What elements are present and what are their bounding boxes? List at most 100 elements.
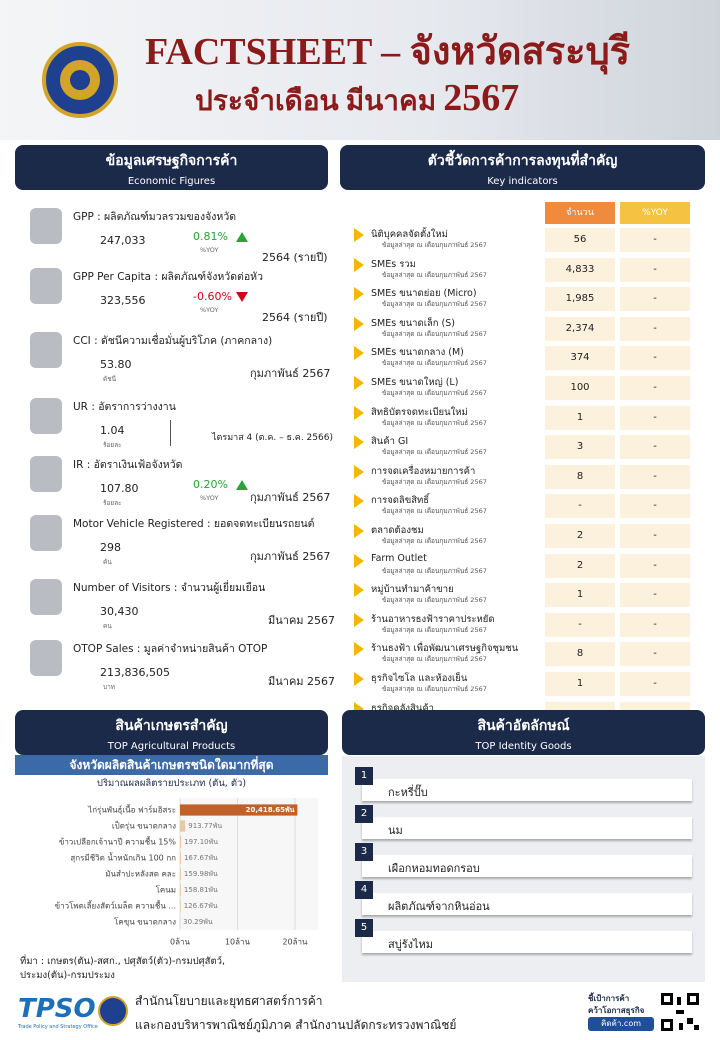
econ-period: มีนาคม 2567 bbox=[268, 614, 336, 627]
x-tick-label: 0ล้าน bbox=[170, 938, 190, 947]
row-marker bbox=[354, 228, 364, 242]
identity-name: เผือกหอมทอดกรอบ bbox=[388, 862, 480, 875]
indicator-value: - bbox=[545, 612, 615, 637]
badge-text: ชี้เป้าการค้า bbox=[588, 994, 630, 1003]
row-marker bbox=[354, 376, 364, 390]
value-label: 167.67พัน bbox=[184, 854, 218, 862]
qr-code bbox=[660, 992, 700, 1032]
indicator-yoy: - bbox=[620, 672, 690, 696]
indicators-subtitle: Key indicators bbox=[487, 176, 558, 187]
indicator-value: 2 bbox=[545, 524, 615, 548]
row-marker bbox=[354, 346, 364, 361]
econ-icon bbox=[30, 456, 62, 492]
y-tick-label: มันสำปะหลังสด คละ bbox=[105, 870, 176, 879]
indicator-note: ข้อมูลล่าสุด ณ เดือนกุมภาพันธ์ 2567 bbox=[382, 625, 487, 634]
value-label: 913.77พัน bbox=[188, 822, 222, 830]
identity-number: 2 bbox=[355, 805, 373, 823]
indicator-yoy: - bbox=[620, 583, 690, 608]
value-label: 159.98พัน bbox=[184, 870, 218, 878]
econ-icon bbox=[30, 332, 62, 368]
value-label: 20,418.65พัน bbox=[246, 806, 295, 814]
indicator-value: 2 bbox=[545, 553, 615, 578]
row-marker bbox=[354, 405, 364, 420]
agri-subtitle: TOP Agricultural Products bbox=[107, 741, 236, 752]
econ-value: 1.04 bbox=[100, 424, 125, 437]
indicator-name: ธุรกิจไซโล และห้องเย็น bbox=[371, 673, 468, 684]
indicator-note: ข้อมูลล่าสุด ณ เดือนกุมภาพันธ์ 2567 bbox=[382, 655, 487, 664]
y-tick-label: โคขุน ขนาดกลาง bbox=[114, 917, 176, 927]
row-marker bbox=[354, 612, 364, 627]
econ-change-label: %YOY bbox=[200, 306, 219, 314]
econ-unit: คน bbox=[103, 622, 112, 630]
econ-change-label: %YOY bbox=[200, 494, 219, 502]
agri-header: สินค้าเกษตรสำคัญ TOP Agricultural Product… bbox=[15, 710, 328, 755]
econ-unit: บาท bbox=[103, 683, 116, 691]
indicator-name: SMEs รวม bbox=[371, 258, 416, 270]
header-band bbox=[0, 0, 720, 140]
econ-value: 323,556 bbox=[100, 294, 146, 307]
row-marker bbox=[354, 287, 364, 302]
econ-unit: คัน bbox=[103, 558, 112, 566]
econ-label: GPP : ผลิตภัณฑ์มวลรวมของจังหวัด bbox=[73, 211, 237, 223]
plot-area bbox=[180, 798, 318, 930]
identity-bar bbox=[362, 855, 692, 877]
identity-name: สบู่รังไหม bbox=[388, 938, 434, 951]
indicator-yoy: - bbox=[620, 494, 690, 519]
econ-value: 107.80 bbox=[100, 482, 139, 495]
indicator-name: หมู่บ้านทำมาค้าขาย bbox=[371, 584, 454, 596]
indicator-name: การจดเครื่องหมายการค้า bbox=[371, 465, 476, 477]
econ-unit: ร้อยละ bbox=[103, 441, 122, 449]
indicator-note: ข้อมูลล่าสุด ณ เดือนกุมภาพันธ์ 2567 bbox=[382, 270, 487, 279]
econ-unit: ร้อยละ bbox=[103, 499, 122, 507]
econ-icon bbox=[30, 208, 62, 244]
indicator-yoy: - bbox=[620, 316, 690, 341]
x-tick-label: 20ล้าน bbox=[282, 938, 308, 947]
footer-logo: TPSO bbox=[18, 994, 96, 1024]
econ-label: GPP Per Capita : ผลิตภัณฑ์จังหวัดต่อหัว bbox=[73, 271, 263, 283]
y-tick-label: สุกรมีชีวิต น้ำหนักเกิน 100 กก bbox=[70, 852, 176, 863]
econ-label: Motor Vehicle Registered : ยอดจดทะเบียนร… bbox=[73, 518, 315, 530]
footer-line: และกองบริหารพาณิชย์ภูมิภาค สำนักงานปลัดก… bbox=[135, 1018, 457, 1032]
y-tick-label: ข้าวเปลือกเจ้านาปี ความชื้น 15% bbox=[59, 836, 177, 847]
chart: 0ล้าน 10ล้าน 20ล้าน ไก่รุ่นพันธุ์เนื้อ ฟาร์… bbox=[55, 798, 318, 947]
indicator-value: 1,985 bbox=[545, 287, 615, 312]
trend-arrow bbox=[236, 292, 248, 302]
indicator-value: - bbox=[545, 494, 615, 519]
agri-title: สินค้าเกษตรสำคัญ bbox=[115, 718, 228, 734]
indicator-note: ข้อมูลล่าสุด ณ เดือนกุมภาพันธ์ 2567 bbox=[382, 300, 487, 309]
indicator-name: ร้านธงฟ้า เพื่อพัฒนาเศรษฐกิจชุมชน bbox=[371, 643, 519, 655]
row-marker bbox=[354, 553, 364, 568]
indicator-yoy: - bbox=[620, 287, 690, 312]
indicator-value: 4,833 bbox=[545, 257, 615, 282]
identity-bar bbox=[362, 817, 692, 839]
separator bbox=[170, 420, 171, 446]
econ-change-label: %YOY bbox=[200, 246, 219, 254]
indicator-yoy: - bbox=[620, 257, 690, 282]
trend-arrow bbox=[236, 232, 248, 242]
y-tick-label: ไก่รุ่นพันธุ์เนื้อ ฟาร์มอิสระ bbox=[87, 804, 176, 815]
row-marker bbox=[354, 672, 364, 686]
subtitle: ประจำเดือน มีนาคม 2567 bbox=[195, 76, 519, 123]
identity-bar bbox=[362, 931, 692, 953]
econ-icon bbox=[30, 515, 62, 551]
trend-arrow bbox=[236, 480, 248, 490]
row-marker bbox=[354, 464, 364, 479]
identity-header: สินค้าอัตลักษณ์ TOP Identity Goods bbox=[342, 710, 705, 755]
econ-value: 298 bbox=[100, 541, 121, 554]
indicator-value: 1 bbox=[545, 405, 615, 430]
subtitle-month: ประจำเดือน มีนาคม bbox=[195, 86, 437, 117]
indicator-value: 2,374 bbox=[545, 316, 615, 341]
indicator-note: ข้อมูลล่าสุด ณ เดือนกุมภาพันธ์ 2567 bbox=[382, 507, 487, 516]
indicators-header: ตัวชี้วัดการค้าการลงทุนที่สำคัญ Key indic… bbox=[340, 145, 705, 190]
indicator-yoy: - bbox=[620, 405, 690, 430]
indicator-note: ข้อมูลล่าสุด ณ เดือนกุมภาพันธ์ 2567 bbox=[382, 477, 487, 486]
value-label: 158.81พัน bbox=[184, 886, 218, 894]
bar bbox=[180, 900, 181, 912]
x-tick-label: 10ล้าน bbox=[225, 938, 251, 947]
indicator-note: ข้อมูลล่าสุด ณ เดือนกุมภาพันธ์ 2567 bbox=[382, 241, 487, 249]
indicator-value: 8 bbox=[545, 464, 615, 489]
indicator-value: 374 bbox=[545, 346, 615, 371]
indicator-name: สินค้า GI bbox=[371, 436, 409, 448]
